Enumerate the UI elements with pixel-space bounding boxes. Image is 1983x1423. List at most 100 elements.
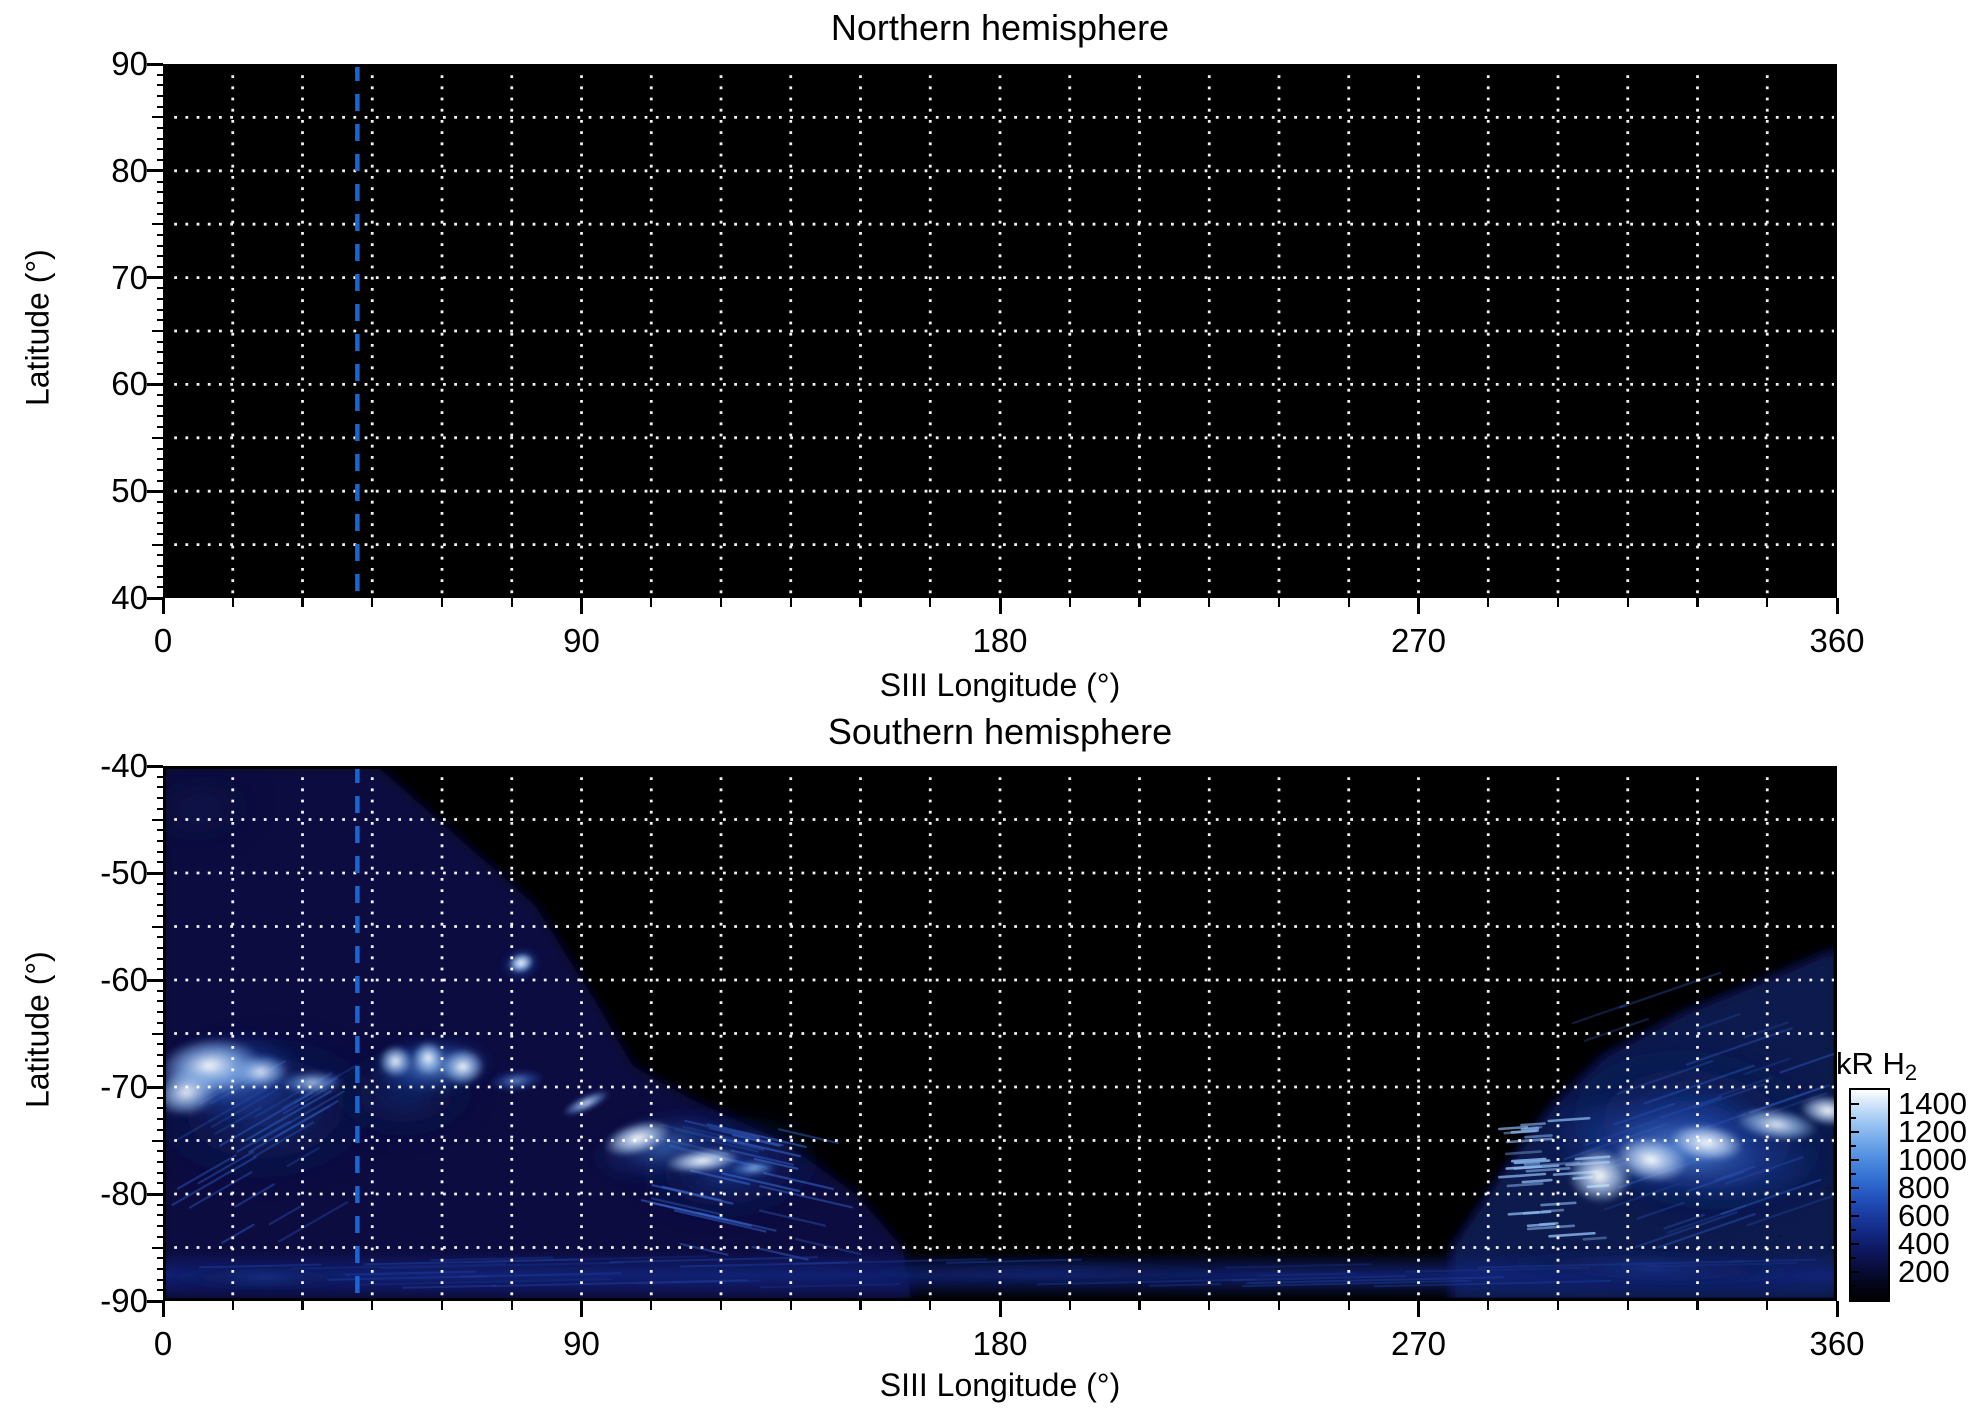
x-tick-mark (1556, 1301, 1560, 1310)
y-tick-mark (157, 394, 163, 397)
y-tick-mark (157, 1000, 163, 1003)
y-tick-mark (157, 1160, 163, 1163)
x-tick-label: 90 (563, 1325, 600, 1362)
isolated-spot-core (508, 952, 534, 973)
y-tick-label: -60 (100, 961, 148, 998)
colorbar-gradient (1849, 1088, 1890, 1302)
colorbar-tick-label: 200 (1898, 1254, 1950, 1289)
colorbar-tick-mark (1851, 1285, 1856, 1287)
y-tick-mark (157, 458, 163, 461)
y-tick-mark (157, 159, 163, 162)
x-tick-mark (719, 598, 723, 607)
x-tick-mark (789, 598, 792, 607)
main-oval-core-c (232, 1054, 289, 1090)
south-yaxis-label: Latitude (°) (19, 951, 56, 1109)
main-oval-core-b (163, 1068, 219, 1117)
x-tick-mark (650, 1301, 653, 1310)
arc-west-entry (562, 1090, 610, 1116)
y-tick-mark (152, 818, 163, 821)
arc-east-end (1734, 1107, 1819, 1142)
panel-background (163, 64, 1837, 598)
y-tick-mark (157, 404, 163, 407)
y-tick-mark (152, 436, 163, 439)
y-tick-mark (157, 298, 163, 300)
x-tick-mark (161, 598, 165, 614)
colorbar-title: kR H2 (1836, 1048, 1917, 1084)
y-tick-mark (157, 807, 163, 810)
colorbar-tick-mark (1851, 1271, 1859, 1273)
x-tick-mark (1626, 598, 1629, 607)
x-tick-mark (301, 1301, 304, 1310)
x-tick-mark (1347, 1301, 1350, 1310)
y-tick-label: -90 (100, 1282, 148, 1319)
y-tick-mark (157, 1118, 163, 1121)
y-tick-mark (157, 244, 163, 247)
x-tick-mark (1696, 1301, 1699, 1310)
oval-blob-c (441, 1048, 485, 1085)
arc-west-bright (665, 1148, 740, 1174)
x-tick-label: 180 (972, 1325, 1028, 1362)
y-tick-mark (157, 180, 163, 183)
y-tick-mark (157, 1064, 163, 1067)
y-tick-label: -70 (100, 1068, 148, 1105)
x-tick-mark (1487, 1301, 1490, 1310)
y-tick-mark (157, 1289, 163, 1292)
y-tick-mark (157, 532, 163, 535)
y-tick-mark (157, 287, 163, 290)
north-panel-title: Northern hemisphere (830, 7, 1170, 48)
south-panel-svg (163, 766, 1837, 1301)
y-tick-mark (157, 1203, 163, 1206)
bottom-band-bright-left (163, 1264, 368, 1291)
colorbar-tick-mark (1851, 1215, 1859, 1217)
y-tick-mark (157, 73, 163, 76)
x-tick-mark (929, 1301, 932, 1310)
x-tick-mark (1487, 598, 1490, 607)
y-tick-mark (157, 968, 163, 971)
y-tick-mark (157, 850, 163, 853)
x-tick-mark (1068, 1301, 1071, 1310)
y-tick-mark (157, 1043, 163, 1046)
x-tick-mark (231, 1301, 234, 1310)
panel-frame (163, 766, 1837, 1301)
y-tick-mark (157, 212, 163, 215)
south-xaxis-label: SIII Longitude (°) (879, 1367, 1121, 1403)
y-tick-mark (152, 1246, 163, 1249)
x-tick-mark (1766, 598, 1769, 607)
x-tick-mark (1208, 1301, 1211, 1310)
arc-east-edge (1799, 1095, 1837, 1126)
y-tick-mark (157, 1182, 163, 1185)
arc-west-tail (730, 1160, 777, 1176)
y-tick-mark (157, 1214, 163, 1217)
colorbar-tick-label: 1400 (1898, 1086, 1967, 1121)
y-tick-mark (152, 223, 163, 226)
bottom-band-bright-mid (837, 1260, 1256, 1284)
y-tick-mark (157, 351, 163, 354)
x-tick-mark (998, 598, 1002, 614)
y-tick-mark (147, 489, 163, 493)
y-tick-mark (147, 1299, 163, 1303)
y-tick-mark (152, 116, 163, 119)
x-tick-label: 360 (1809, 1325, 1865, 1362)
colorbar-tick-label: 1000 (1898, 1142, 1967, 1177)
x-tick-mark (650, 598, 653, 607)
y-tick-mark (157, 904, 163, 907)
y-tick-mark (157, 137, 163, 140)
x-tick-mark (1208, 598, 1211, 607)
x-tick-mark (1696, 598, 1699, 607)
y-tick-mark (157, 255, 163, 258)
x-tick-label: 270 (1390, 622, 1447, 659)
y-tick-label: 70 (111, 258, 148, 296)
y-tick-mark (157, 95, 163, 97)
y-tick-mark (157, 233, 163, 236)
y-tick-mark (152, 330, 163, 332)
south-panel-plot (163, 766, 1837, 1301)
colorbar-tick-mark (1851, 1159, 1859, 1161)
colorbar-tick-mark (1851, 1117, 1856, 1119)
y-tick-mark (157, 554, 163, 557)
colorbar-tick-mark (1851, 1173, 1856, 1175)
y-tick-mark (147, 62, 163, 66)
y-tick-mark (147, 1192, 163, 1196)
y-tick-mark (157, 1150, 163, 1153)
x-tick-mark (371, 598, 374, 607)
